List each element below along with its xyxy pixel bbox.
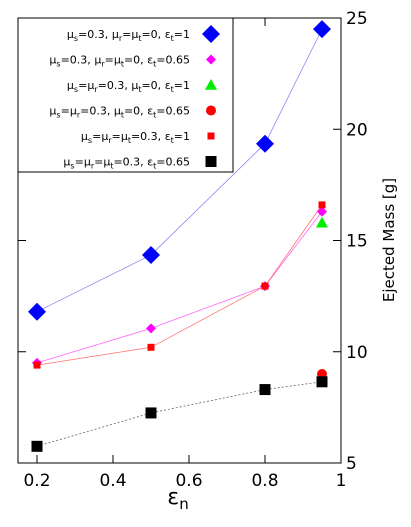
x-tick-label: 0.4 — [99, 471, 126, 491]
x-tick-label: 1 — [336, 471, 347, 491]
data-point — [28, 302, 46, 321]
y-tick-label: 25 — [346, 9, 368, 29]
data-point — [316, 216, 328, 228]
data-point — [146, 323, 156, 334]
series-line — [36, 381, 323, 447]
x-axis-title-sub: n — [179, 495, 189, 513]
data-point — [316, 376, 328, 388]
x-tick-label: 0.2 — [23, 471, 50, 491]
legend-marker — [202, 25, 220, 43]
legend-label: μs​=μr​=0.3, μt​=0, εt​=1 — [67, 79, 190, 94]
data-point — [31, 440, 43, 452]
y-tick-label: 5 — [346, 454, 357, 474]
data-point — [33, 361, 41, 369]
legend-label: μs​=μr​=0.3, μt​=0, εt​=0.65 — [49, 105, 190, 120]
data-point — [147, 343, 155, 351]
data-point — [317, 206, 327, 217]
legend-label: μs​=0.3, μr​=μt​=0, εt​=0.65 — [49, 54, 190, 69]
legend-marker — [206, 105, 216, 116]
data-point — [259, 384, 271, 396]
legend-label: μs​=μr​=μt​=0.3, εt​=1 — [81, 130, 190, 145]
series-line — [36, 211, 323, 364]
data-point — [318, 201, 326, 209]
series-line — [36, 204, 323, 366]
data-point — [261, 282, 269, 290]
legend-marker — [207, 132, 215, 140]
legend-marker — [206, 54, 216, 65]
legend-marker — [205, 79, 217, 90]
x-tick-label: 0.8 — [251, 471, 278, 491]
series-line — [36, 28, 323, 313]
legend-box — [17, 17, 234, 173]
x-axis-title-main: ε — [167, 485, 179, 510]
data-point — [313, 20, 331, 39]
legend-marker — [205, 156, 217, 167]
y-tick-label: 20 — [346, 120, 368, 140]
data-point — [256, 134, 274, 153]
legend-label: μs​=0.3, μr​=μt​=0, εt​=1 — [67, 28, 190, 43]
y-tick-label: 10 — [346, 343, 368, 363]
legend: μs​=0.3, μr​=μt​=0, εt​=1 μs​=0.3, μr​=μt… — [17, 17, 234, 173]
data-point — [142, 245, 160, 264]
x-tick-label: 0.6 — [175, 471, 202, 491]
y-tick-label: 15 — [346, 232, 368, 252]
y-axis-title: Ejected Mass [g] — [380, 178, 398, 302]
data-point — [145, 407, 157, 419]
legend-label: μs​=μr​=μt​=0.3, εt​=0.65 — [63, 156, 190, 171]
x-axis-title: εn — [167, 485, 188, 513]
